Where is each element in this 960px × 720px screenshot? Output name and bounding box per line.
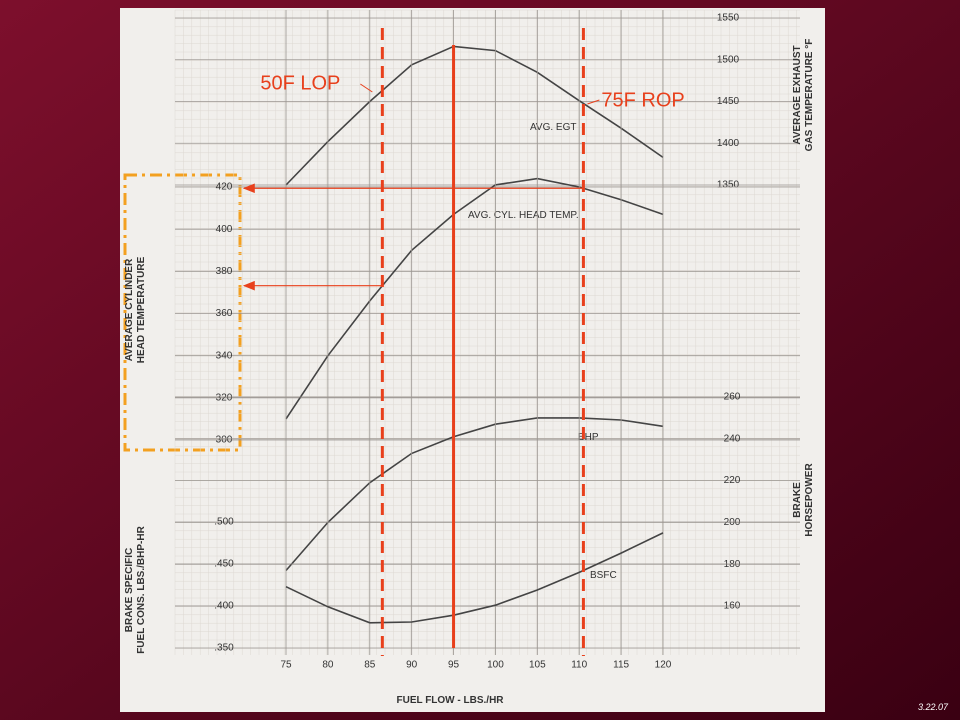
y-tick-label: 1400	[717, 138, 740, 149]
y-tick-label: 400	[216, 224, 233, 235]
y-axis-title-line: HORSEPOWER	[804, 463, 815, 537]
y-tick-label: 1450	[717, 96, 740, 107]
y-tick-label: 1500	[717, 54, 740, 65]
y-tick-label: 340	[216, 350, 233, 361]
curve-label: AVG. EGT	[530, 122, 577, 133]
y-axis-title: AVERAGE EXHAUST GAS TEMPERATURE °F	[792, 39, 815, 152]
y-axis-title-line: BRAKE	[792, 482, 803, 518]
curve-label: AVG. CYL. HEAD TEMP.	[468, 210, 579, 221]
curve-label: BHP	[578, 432, 599, 443]
annotation-leader	[360, 83, 373, 93]
x-tick-label: 115	[613, 660, 629, 671]
annotation: 75F ROP	[601, 89, 684, 111]
y-tick-label: 220	[724, 475, 741, 486]
data-line	[285, 532, 664, 624]
y-axis-title-line: HEAD TEMPERATURE	[136, 256, 147, 363]
y-tick-label: 360	[216, 308, 233, 319]
y-tick-label: .350	[214, 643, 234, 654]
y-tick-label: 320	[216, 392, 233, 403]
y-axis-title-line: BRAKE SPECIFIC	[124, 548, 135, 632]
y-axis-title-line: AVERAGE EXHAUST	[792, 45, 803, 144]
y-tick-label: 240	[724, 433, 741, 444]
x-axis-title: FUEL FLOW - LBS./HR	[396, 695, 504, 706]
y-tick-label: 300	[216, 435, 233, 446]
y-axis-title-line: GAS TEMPERATURE °F	[804, 39, 815, 152]
data-line	[285, 417, 664, 572]
data-line	[285, 45, 664, 186]
y-axis-title: BRAKE HORSEPOWER	[792, 463, 815, 537]
x-tick-label: 90	[406, 660, 418, 671]
y-axis-title: AVERAGE CYLINDER HEAD TEMPERATURE	[124, 256, 147, 363]
y-tick-label: 1350	[717, 180, 740, 191]
x-tick-label: 95	[448, 660, 460, 671]
annotation-leader	[587, 99, 600, 105]
chart-panel	[120, 8, 825, 712]
y-tick-label: 420	[216, 182, 233, 193]
y-tick-label: 260	[724, 392, 741, 403]
y-tick-label: .500	[214, 517, 234, 528]
x-tick-label: 100	[487, 660, 504, 671]
data-line	[285, 177, 664, 420]
y-tick-label: 380	[216, 266, 233, 277]
x-tick-label: 105	[529, 660, 546, 671]
x-tick-label: 75	[280, 660, 292, 671]
x-tick-label: 85	[364, 660, 376, 671]
y-axis-title: BRAKE SPECIFIC FUEL CONS. LBS./BHP-HR	[124, 525, 147, 653]
y-axis-title-line: FUEL CONS. LBS./BHP-HR	[136, 525, 147, 653]
y-axis-title-line: AVERAGE CYLINDER	[124, 258, 135, 361]
annotation: 50F LOP	[260, 72, 340, 94]
x-tick-label: 120	[655, 660, 672, 671]
y-tick-label: .450	[214, 559, 234, 570]
footer: 3.22.07	[918, 702, 949, 712]
y-tick-label: .400	[214, 601, 234, 612]
x-tick-label: 80	[322, 660, 334, 671]
x-tick-label: 110	[571, 660, 587, 671]
curve-label: BSFC	[590, 570, 617, 581]
y-tick-label: 200	[724, 517, 741, 528]
y-tick-label: 1550	[717, 13, 740, 24]
